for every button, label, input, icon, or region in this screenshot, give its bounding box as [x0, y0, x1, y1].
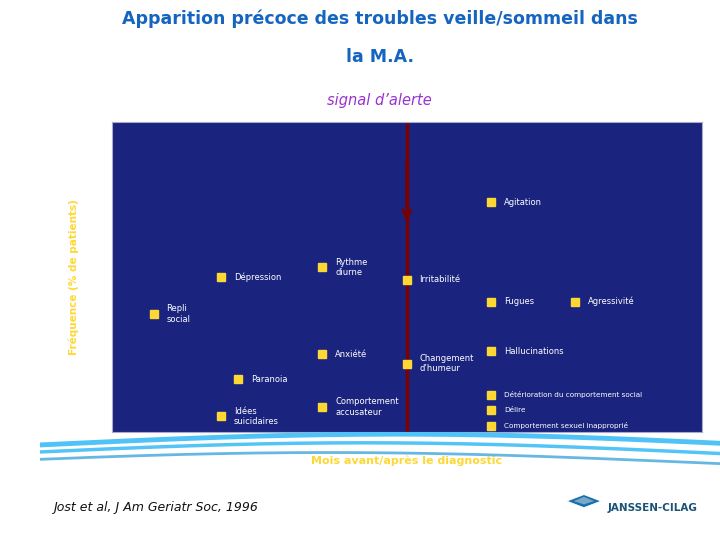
Polygon shape [567, 495, 601, 508]
Text: Comportement
accusateur: Comportement accusateur [335, 397, 399, 417]
Text: Agressivité: Agressivité [588, 297, 635, 306]
Polygon shape [574, 497, 594, 504]
Text: Changement
d’humeur: Changement d’humeur [420, 354, 474, 373]
Text: Délire: Délire [504, 407, 526, 413]
Text: Irritabilité: Irritabilité [420, 275, 461, 285]
Text: Paranoia: Paranoia [251, 375, 287, 384]
Text: Détérioration du comportement social: Détérioration du comportement social [504, 392, 642, 398]
Text: Dépression: Dépression [234, 272, 282, 281]
Text: Rythme
diurne: Rythme diurne [335, 258, 367, 277]
Text: Anxiété: Anxiété [335, 350, 367, 359]
Text: Agitation: Agitation [504, 198, 541, 207]
Text: signal d’alerte: signal d’alerte [328, 93, 432, 107]
Text: Jost et al, J Am Geriatr Soc, 1996: Jost et al, J Am Geriatr Soc, 1996 [53, 501, 258, 514]
Text: Fugues: Fugues [504, 297, 534, 306]
X-axis label: Mois avant/après le diagnostic: Mois avant/après le diagnostic [311, 455, 503, 465]
Text: Comportement sexuel inapproprié: Comportement sexuel inapproprié [504, 422, 628, 429]
Text: Hallucinations: Hallucinations [504, 347, 564, 356]
Text: Idées
suicidaires: Idées suicidaires [234, 407, 279, 426]
Y-axis label: Fréquence (% de patients): Fréquence (% de patients) [68, 199, 78, 355]
Text: Repli
social: Repli social [166, 305, 190, 323]
Text: JANSSEN-CILAG: JANSSEN-CILAG [608, 503, 698, 513]
Text: la M.A.: la M.A. [346, 48, 414, 65]
Text: Apparition précoce des troubles veille/sommeil dans: Apparition précoce des troubles veille/s… [122, 10, 638, 28]
